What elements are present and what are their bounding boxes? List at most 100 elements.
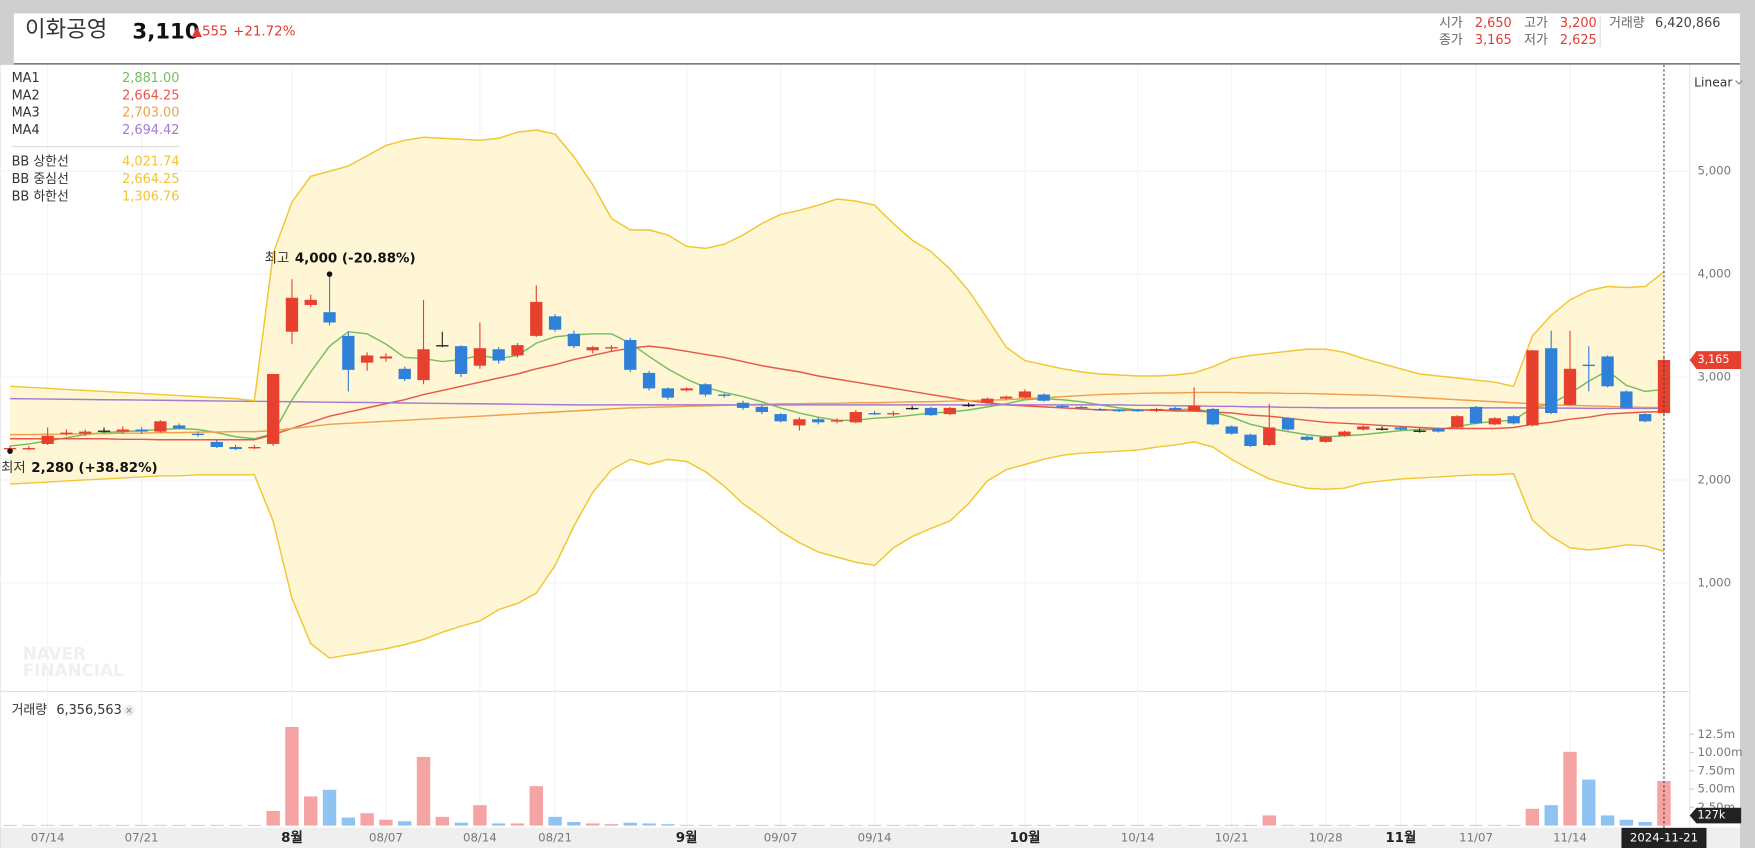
close-label: 종가: [1439, 33, 1463, 48]
volume-bar: [961, 824, 976, 826]
volume-total: 6,356,563: [56, 703, 121, 718]
close-volume-icon[interactable]: [126, 707, 132, 714]
volume-bar: [435, 816, 450, 826]
y-tick-label: 1,000: [1698, 575, 1732, 589]
candle-body: [379, 356, 393, 359]
candle-body: [755, 406, 768, 413]
candle-body: [473, 348, 487, 366]
legend-name: BB 상한선: [12, 155, 69, 170]
candle-body: [1545, 348, 1558, 414]
volume-bar: [1488, 824, 1502, 826]
volume-bar: [867, 824, 882, 826]
volume-bar: [1187, 824, 1201, 826]
candle-layer: [3, 274, 1671, 452]
legend-name: BB 중심선: [12, 172, 69, 187]
legend-value: 2,881.00: [122, 71, 179, 86]
candle-body: [1601, 356, 1614, 387]
volume-bar: [1112, 824, 1126, 826]
candle-body: [849, 412, 862, 423]
candle-body: [360, 355, 374, 363]
y-tick-label: 5,000: [1698, 164, 1732, 178]
volume-marker: [1689, 807, 1742, 824]
stock-price: 3,110: [132, 19, 199, 44]
volume-bar: [1450, 824, 1464, 826]
legend-value: 4,021.74: [122, 155, 179, 170]
candle-body: [60, 432, 73, 434]
volume-bar: [529, 786, 543, 826]
candle-body: [567, 333, 581, 347]
volume-bar: [849, 824, 863, 826]
candle-body: [436, 345, 449, 347]
scale-mode[interactable]: Linear: [1694, 75, 1733, 89]
x-tick-label: 09/07: [764, 830, 798, 844]
candle-body: [97, 430, 111, 432]
candle-body: [943, 407, 956, 415]
volume-bar: [1412, 824, 1427, 826]
candle-body: [285, 297, 299, 332]
volume-bar: [1375, 824, 1389, 826]
volume-bar: [134, 824, 149, 826]
volume-bar: [811, 824, 825, 826]
volume-bar: [153, 824, 168, 826]
candle-body: [1563, 368, 1577, 405]
candle-body: [680, 388, 693, 391]
volume-bar: [1544, 805, 1558, 826]
annotation-text: 4,000 (-20.88%): [295, 251, 416, 266]
candle-body: [774, 414, 787, 422]
volume-bar: [3, 824, 17, 826]
x-tick-label: 10월: [1009, 829, 1040, 846]
open-label: 시가: [1439, 16, 1463, 31]
volume-bar: [116, 824, 130, 826]
x-tick-label: 07/14: [31, 830, 65, 844]
candle-body: [642, 372, 656, 389]
candle-body: [1187, 405, 1201, 412]
close-value: 3,165: [1475, 33, 1512, 48]
candle-body: [699, 384, 712, 395]
x-tick-label: 08/14: [463, 830, 497, 844]
volume-bar: [1619, 819, 1634, 826]
volume-marker-label: 127k: [1698, 809, 1726, 822]
dropdown-icon[interactable]: [1735, 80, 1743, 85]
x-tick-label: 09/14: [858, 830, 892, 844]
volume-bar: [398, 821, 412, 826]
volume-bar: [322, 789, 337, 826]
high-value: 3,200: [1560, 16, 1597, 31]
volume-bar: [1243, 824, 1258, 826]
candle-body: [511, 345, 524, 356]
volume-bar: [1525, 808, 1540, 826]
price-change: ▲555: [192, 24, 228, 39]
candle-body: [1263, 427, 1276, 445]
candle-body: [1018, 391, 1032, 398]
x-tick-label: 08/21: [538, 830, 572, 844]
candle-body: [548, 316, 562, 330]
volume-bar: [698, 824, 713, 826]
candle-body: [248, 447, 261, 449]
candle-body: [1131, 409, 1144, 412]
date-marker: [1621, 827, 1707, 848]
volume-bar: [755, 824, 769, 826]
candle-body: [906, 407, 919, 410]
volume-bar: [1281, 824, 1295, 826]
volume-tick-label: 7.50m: [1698, 763, 1736, 777]
candle-body: [191, 433, 205, 435]
candle-body: [1582, 364, 1595, 367]
volume-bar: [1224, 824, 1239, 826]
volume-value: 6,420,866: [1655, 16, 1720, 31]
candle-body: [398, 368, 411, 380]
candle-body: [1639, 414, 1652, 422]
candle-body: [830, 420, 844, 422]
candle-body: [210, 441, 223, 448]
candle-body: [868, 413, 881, 415]
candle-body: [718, 394, 731, 396]
volume-bar: [661, 824, 675, 826]
candle-body: [1394, 427, 1407, 430]
candle-body: [1451, 416, 1464, 428]
candle-body: [173, 425, 186, 429]
volume-bar: [59, 824, 74, 826]
candle-body: [267, 373, 280, 444]
volume-bar: [1600, 815, 1615, 826]
volume-bar: [454, 822, 468, 826]
volume-bar: [567, 821, 581, 826]
x-tick-label: 11월: [1385, 829, 1416, 846]
candle-body: [304, 299, 317, 305]
